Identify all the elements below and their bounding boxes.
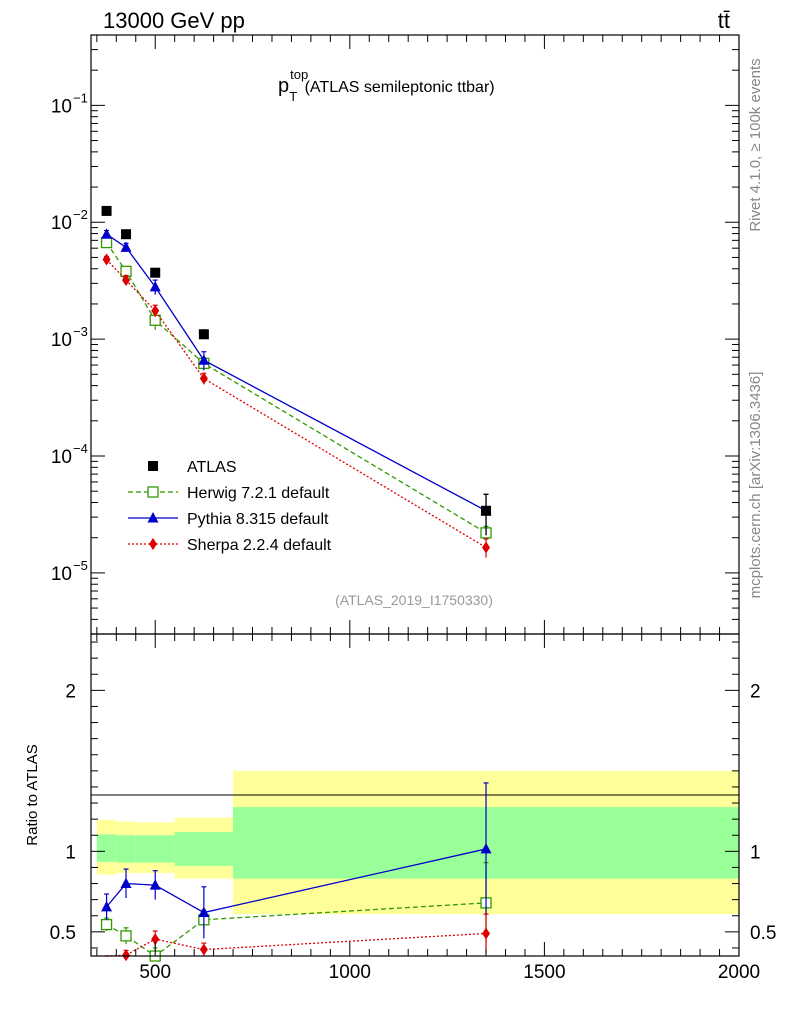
x-tick-label: 500 bbox=[139, 962, 171, 983]
ratio-sherpa-point bbox=[482, 927, 491, 940]
ratio-stat-band bbox=[174, 832, 234, 866]
main-atlas-point bbox=[150, 267, 161, 278]
y-tick-exponent: −1 bbox=[73, 90, 88, 105]
y-tick-exponent: −2 bbox=[73, 207, 88, 222]
ratio-stat-band bbox=[96, 834, 117, 862]
legend: ATLAS Herwig 7.2.1 default Pythia 8.315 de… bbox=[128, 459, 332, 554]
energy-label: 13000 GeV pp bbox=[103, 8, 245, 33]
main-pythia-point bbox=[101, 228, 113, 239]
y-tick-exponent: −5 bbox=[73, 558, 88, 573]
ratio-pythia-point bbox=[101, 900, 113, 912]
main-pythia-point bbox=[120, 241, 132, 252]
x-tick-label: 1000 bbox=[329, 962, 371, 983]
legend-atlas-label: ATLAS bbox=[187, 459, 237, 476]
title-superscript: top bbox=[290, 67, 308, 82]
ratio-y-tick-label-right: 0.5 bbox=[750, 923, 776, 944]
main-atlas-point bbox=[481, 505, 492, 516]
legend-atlas-marker bbox=[148, 461, 158, 471]
ratio-sherpa-point bbox=[199, 943, 208, 956]
ratio-sherpa-point bbox=[122, 949, 131, 962]
ratio-y-tick-label: 1 bbox=[65, 842, 76, 863]
ratio-herwig-point bbox=[120, 930, 132, 942]
main-sherpa-point bbox=[122, 274, 131, 287]
y-tick-exponent: −3 bbox=[73, 324, 88, 339]
main-pythia-point bbox=[198, 354, 210, 365]
ratio-axis-ticks: 0.5 0.5 1 1 2 2 500 1000 1500 2000 bbox=[50, 634, 776, 983]
y-tick-label: 10−2 bbox=[51, 207, 88, 234]
ratio-y-tick-label: 2 bbox=[65, 681, 76, 702]
rivet-label: Rivet 4.1.0, ≥ 100k events bbox=[747, 58, 764, 231]
ratio-sherpa-point bbox=[151, 933, 160, 946]
plot-title: ptop T (ATLAS semileptonic ttbar) bbox=[278, 67, 495, 104]
main-atlas-point bbox=[121, 229, 132, 240]
x-tick-label: 2000 bbox=[718, 962, 760, 983]
legend-herwig-label: Herwig 7.2.1 default bbox=[187, 485, 330, 502]
legend-herwig-marker bbox=[147, 486, 159, 498]
legend-sherpa-marker bbox=[149, 538, 157, 550]
analysis-id: (ATLAS_2019_I1750330) bbox=[335, 592, 493, 608]
title-p: p bbox=[278, 75, 289, 97]
ratio-uncertainty-bands bbox=[96, 770, 739, 915]
main-pythia-point bbox=[149, 280, 161, 292]
main-sherpa-point bbox=[102, 253, 111, 266]
ratio-herwig-point bbox=[100, 918, 113, 931]
legend-pythia-marker bbox=[147, 512, 159, 523]
main-panel: 10−1 10−2 10−3 10−4 10−5 ptop T (ATLAS semile… bbox=[51, 34, 740, 635]
ratio-panel: 0.5 0.5 1 1 2 2 500 1000 1500 2000 Ratio to ATLAS bbox=[24, 633, 776, 983]
ratio-y-tick-label-right: 2 bbox=[750, 681, 761, 702]
ratio-pythia-point bbox=[198, 906, 210, 918]
main-herwig-point bbox=[100, 236, 113, 249]
ratio-series-layer bbox=[100, 782, 492, 962]
title-subscript: T bbox=[289, 89, 297, 104]
mcplots-label: mcplots.cern.ch [arXiv:1306.3436] bbox=[747, 372, 764, 599]
x-tick-label: 1500 bbox=[523, 962, 565, 983]
y-tick-exponent: −4 bbox=[73, 441, 88, 456]
y-tick-label: 10−3 bbox=[51, 324, 88, 351]
ratio-stat-band bbox=[135, 835, 175, 863]
y-tick-label: 10−4 bbox=[51, 441, 88, 468]
main-series-layer bbox=[100, 205, 492, 558]
legend-sherpa-label: Sherpa 2.2.4 default bbox=[187, 537, 332, 554]
main-sherpa-line bbox=[106, 259, 487, 549]
main-atlas-point bbox=[198, 329, 209, 340]
ratio-y-label: Ratio to ATLAS bbox=[24, 744, 41, 845]
main-sherpa-point bbox=[199, 372, 208, 385]
ratio-plot-frame bbox=[90, 633, 740, 957]
process-label: tt̄ bbox=[718, 8, 730, 33]
ratio-y-tick-label-right: 1 bbox=[750, 842, 761, 863]
ratio-sherpa-line bbox=[106, 932, 487, 957]
main-sherpa-point bbox=[482, 541, 491, 554]
title-rest: (ATLAS semileptonic ttbar) bbox=[300, 79, 494, 96]
y-tick-label: 10−1 bbox=[51, 90, 88, 117]
ratio-pythia-point bbox=[480, 842, 492, 854]
main-pythia-line bbox=[106, 233, 487, 512]
ratio-pythia-point bbox=[120, 877, 132, 889]
main-sherpa-point bbox=[151, 304, 160, 317]
legend-pythia-label: Pythia 8.315 default bbox=[187, 511, 329, 528]
y-tick-label: 10−5 bbox=[51, 558, 88, 585]
ratio-stat-band bbox=[116, 835, 136, 863]
ratio-pythia-point bbox=[149, 879, 161, 890]
main-atlas-point bbox=[101, 205, 112, 216]
ratio-y-tick-label: 0.5 bbox=[50, 923, 76, 944]
